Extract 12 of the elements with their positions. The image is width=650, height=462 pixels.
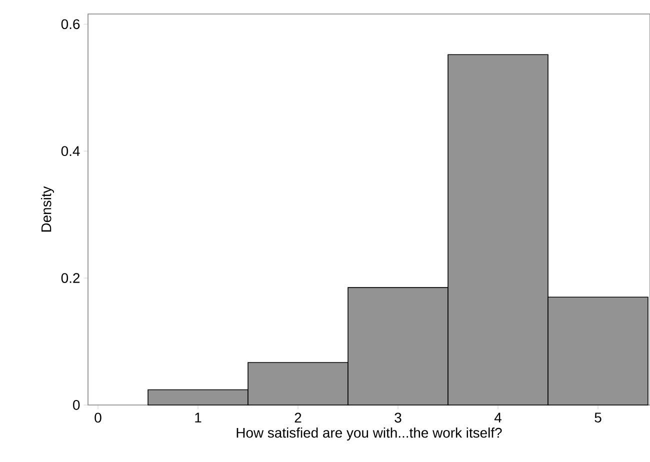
x-tick-label: 1	[195, 412, 202, 422]
y-tick-label: 0.4	[61, 146, 80, 156]
x-axis-title: How satisfied are you with...the work itself?	[236, 427, 502, 440]
x-tick-label: 4	[494, 412, 502, 422]
x-tick-label: 0	[94, 412, 102, 423]
y-tick-label: 0.6	[61, 19, 80, 30]
y-tick-label: 0	[73, 400, 80, 410]
x-tick-label: 2	[294, 412, 302, 423]
x-tick-label: 5	[594, 412, 602, 423]
y-axis-title: Density	[40, 186, 54, 232]
x-tick-label: 3	[394, 412, 402, 423]
y-tick-label: 0.2	[61, 273, 80, 283]
